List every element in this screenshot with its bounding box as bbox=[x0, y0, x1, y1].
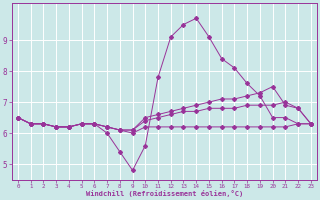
X-axis label: Windchill (Refroidissement éolien,°C): Windchill (Refroidissement éolien,°C) bbox=[86, 190, 243, 197]
